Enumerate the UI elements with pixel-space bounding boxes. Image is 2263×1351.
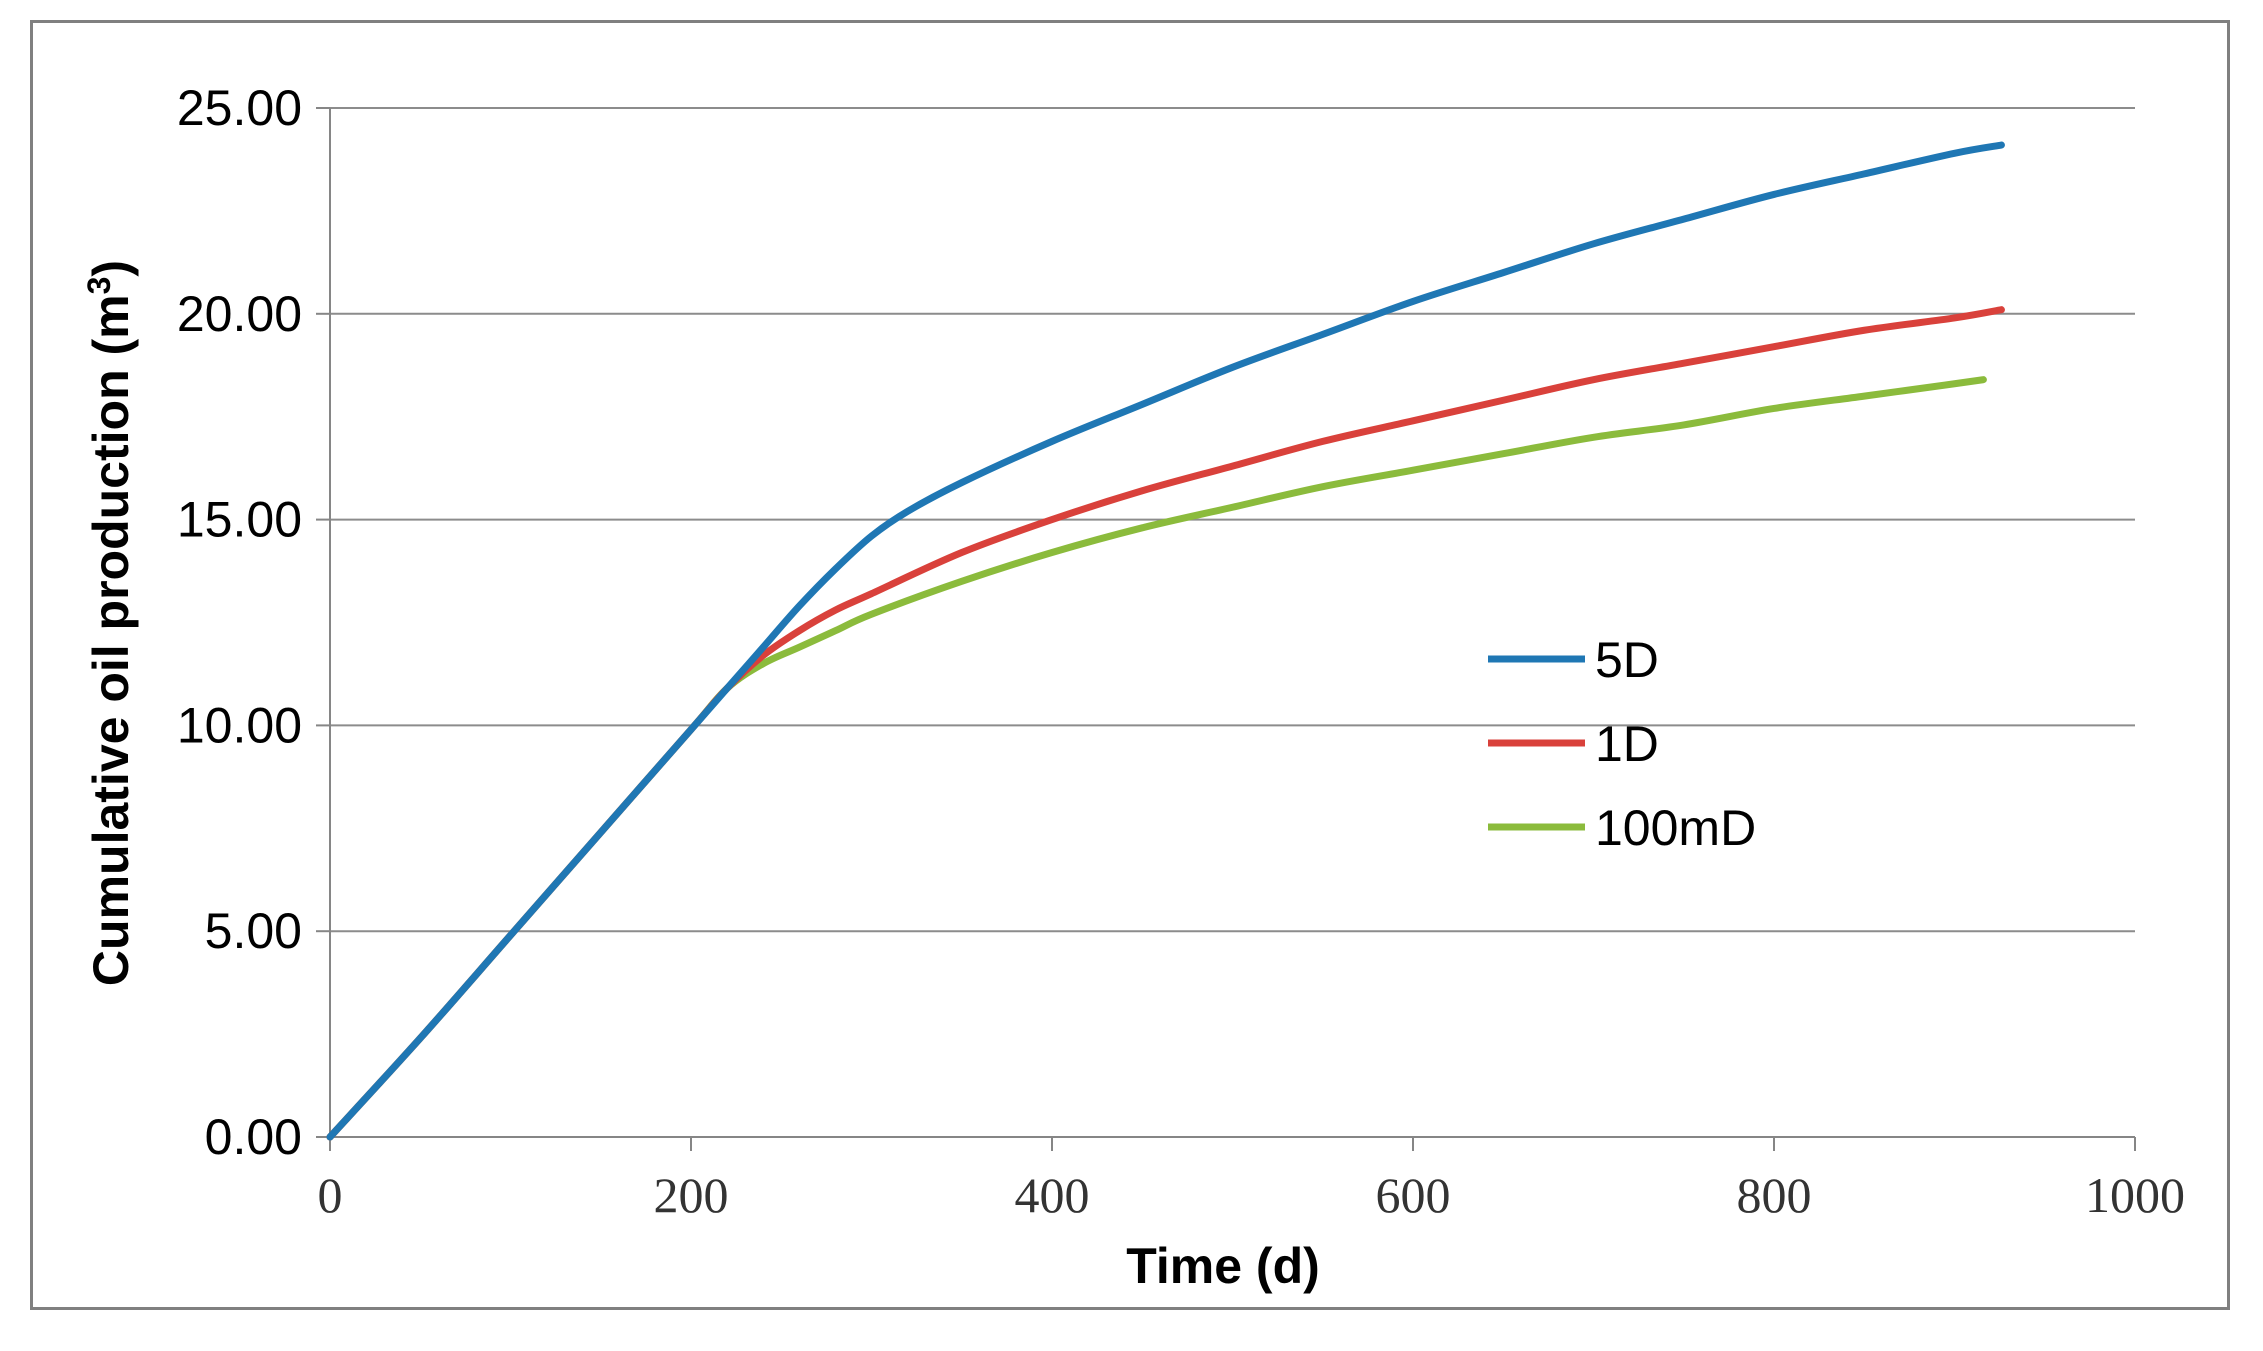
legend-label-100md: 100mD xyxy=(1595,800,1756,856)
x-tick-label: 0 xyxy=(318,1167,343,1223)
x-tick-label: 1000 xyxy=(2085,1167,2185,1223)
legend: 5D 1D 100mD xyxy=(1488,632,1756,856)
series-line-5d xyxy=(326,141,2005,1141)
series-line-100md xyxy=(326,376,1987,1141)
y-tick-label: 15.00 xyxy=(177,492,302,548)
legend-label-1d: 1D xyxy=(1595,716,1659,772)
x-tick-label: 600 xyxy=(1376,1167,1451,1223)
x-tick-label: 800 xyxy=(1737,1167,1812,1223)
y-axis-title: Cumulative oil production (m3) xyxy=(81,260,139,986)
y-axis-title-close: ) xyxy=(83,260,139,277)
y-tick-label: 20.00 xyxy=(177,286,302,342)
legend-label-5d: 5D xyxy=(1595,632,1659,688)
grid-layer xyxy=(330,107,2135,933)
chart-svg: 0 200 400 600 800 1000 0.00 5.00 10.00 15.00 20.0… xyxy=(81,80,2185,1294)
axes-layer xyxy=(329,108,2135,1138)
y-tick-label: 5.00 xyxy=(205,903,302,959)
x-axis-title: Time (d) xyxy=(1126,1238,1320,1294)
series-line-1d xyxy=(326,306,2005,1141)
x-tick-layer: 0 200 400 600 800 1000 xyxy=(318,1137,2185,1223)
y-tick-label: 0.00 xyxy=(205,1109,302,1165)
y-tick-label: 10.00 xyxy=(177,697,302,753)
y-tick-label: 25.00 xyxy=(177,80,302,136)
x-tick-label: 200 xyxy=(654,1167,729,1223)
x-tick-label: 400 xyxy=(1015,1167,1090,1223)
y-axis-title-main: Cumulative oil production (m xyxy=(83,294,139,986)
series-layer xyxy=(326,141,2005,1141)
chart-frame: 0 200 400 600 800 1000 0.00 5.00 10.00 15.00 20.0… xyxy=(30,20,2230,1310)
y-tick-layer: 0.00 5.00 10.00 15.00 20.00 25.00 xyxy=(177,80,330,1165)
y-axis-title-sup: 3 xyxy=(81,277,117,295)
